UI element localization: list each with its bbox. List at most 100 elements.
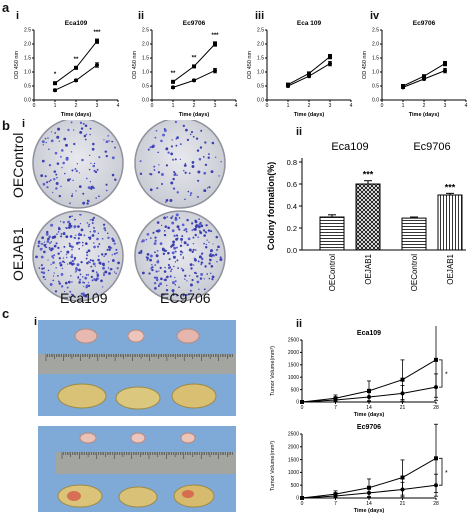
colony-dot [199, 146, 203, 149]
colony-dot [53, 235, 57, 239]
colony-dot [67, 220, 70, 224]
x-tick-label: 14 [366, 501, 372, 507]
colony-dot [47, 259, 49, 261]
colony-dot [163, 233, 167, 237]
colony-dot [171, 268, 173, 271]
colony-dot [200, 257, 204, 261]
colony-dot [173, 246, 177, 250]
colony-dot [219, 256, 222, 259]
colony-dot [172, 187, 176, 190]
y-tick-label: 2.0 [24, 42, 31, 48]
colony-dot [198, 157, 202, 161]
x-tick-label: 3 [444, 103, 447, 109]
colony-dot [210, 230, 213, 233]
colony-dot [192, 242, 195, 245]
colony-dot [80, 228, 84, 232]
y-tick-label: 2500 [288, 432, 299, 438]
colony-dot [94, 265, 96, 267]
colony-dot [173, 265, 175, 268]
colony-dot [116, 267, 119, 270]
y-tick-label: 2.5 [24, 28, 31, 34]
x-tick-label: 3 [214, 103, 217, 109]
colony-dot [93, 216, 96, 219]
colony-dot [60, 250, 62, 253]
colony-dot [154, 264, 157, 266]
colony-dot [170, 216, 173, 220]
colony-dot [77, 225, 80, 228]
colony-dot [174, 216, 177, 219]
colony-dot [102, 273, 106, 277]
colony-plates [32, 120, 226, 302]
colony-dot [95, 271, 98, 273]
colony-dot [174, 250, 177, 253]
colony-dot [116, 252, 118, 254]
y-tick-label: 0.0 [287, 246, 297, 255]
chart-a-ii: Ec9706 0 1 2 3 4 0.0 0.5 1.0 1.5 2.0 2.5 Time (days)… [132, 20, 238, 118]
colony-dot [82, 276, 84, 278]
chart-a-iv: Ec9706 0 1 2 3 4 0.0 0.5 1.0 1.5 2.0 2.5 Time (days)… [362, 20, 468, 118]
colony-dot [88, 168, 91, 171]
colony-dot [154, 136, 157, 139]
chart-title: Ec9706 [183, 20, 206, 27]
colony-dot [56, 176, 58, 179]
panel-c-i-label: i [34, 316, 38, 328]
colony-dot [53, 254, 56, 257]
colony-dot [208, 277, 211, 280]
colony-dot [203, 171, 207, 175]
colony-dot [154, 236, 157, 239]
colony-dot [147, 148, 150, 151]
colony-dot [185, 293, 188, 297]
colony-dot [46, 181, 49, 184]
colony-dot [172, 292, 175, 295]
colony-dot [172, 159, 174, 161]
colony-dot [75, 270, 77, 273]
colony-dot [113, 252, 116, 255]
colony-dot [107, 260, 110, 263]
colony-dot [55, 181, 59, 185]
colony-dot [64, 281, 68, 285]
colony-dot [178, 229, 181, 231]
colony-dot [95, 197, 97, 199]
tumor-row-top [79, 432, 196, 444]
colony-dot [157, 151, 159, 154]
colony-dot [87, 260, 90, 263]
colony-dot [184, 227, 188, 231]
colony-dot [160, 139, 163, 143]
series-2-point [95, 63, 99, 67]
y-axis-label: OD 450 nm [14, 51, 20, 80]
colony-dot [103, 255, 105, 257]
panel-a-letter: a [2, 0, 10, 15]
colony-dot [102, 223, 106, 226]
y-axis-label: Tumor Volume(mm³) [270, 346, 276, 396]
colony-dot [111, 237, 114, 240]
colony-dot [148, 272, 151, 275]
y-tick-label: 0.0 [24, 98, 31, 104]
bar-2 [355, 183, 381, 251]
colony-dot [191, 165, 195, 168]
colony-dot [35, 255, 38, 259]
series-2-point [422, 77, 426, 81]
colony-dot [207, 229, 211, 232]
colony-dot [107, 134, 110, 137]
panel-a-iii-label: iii [255, 10, 265, 22]
y-tick-label: 2.0 [372, 42, 379, 48]
colony-dot [70, 194, 74, 198]
colony-dot [199, 230, 201, 232]
y-tick-label: 1.0 [24, 70, 31, 76]
colony-dot [149, 146, 152, 149]
colony-dot [171, 251, 175, 255]
colony-dot [45, 243, 47, 245]
x-axis-label: Time (days) [354, 508, 385, 514]
colony-dot [189, 263, 193, 267]
colony-dot [117, 261, 120, 265]
colony-dot [165, 201, 167, 203]
chart-c-ii-top: Eca109 0 7 14 21 28 0 500 1000 1500 2000 2500 Time (… [270, 326, 448, 418]
colony-dot [204, 163, 208, 167]
colony-dot [105, 183, 108, 186]
colony-dot [162, 293, 165, 296]
x-tick-label: 4 [350, 103, 353, 109]
tumor-row-bottom [57, 383, 217, 410]
colony-dot [49, 282, 53, 286]
bar-4 [437, 194, 463, 251]
colony-dot [57, 227, 61, 231]
